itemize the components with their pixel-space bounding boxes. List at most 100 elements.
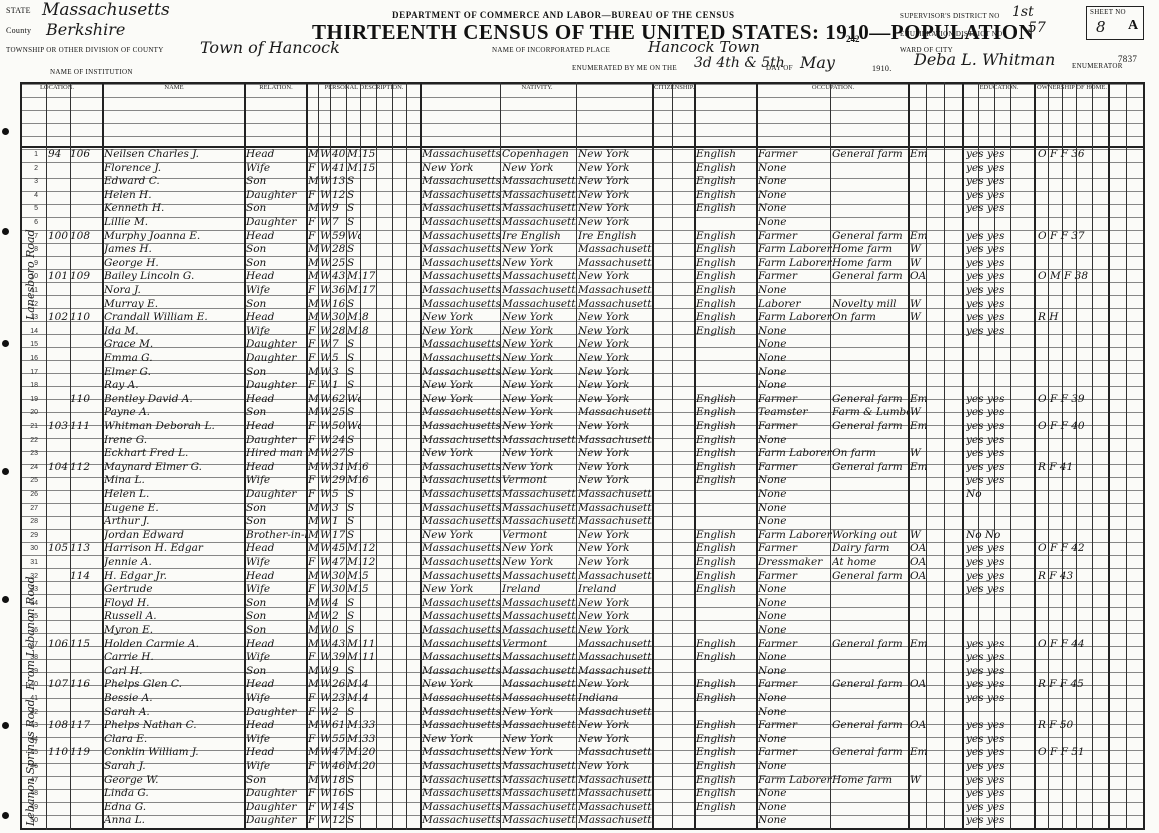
table-row: 49 Edna G. Daughter F W 14 S Massachusetts Massa… (20, 801, 1145, 814)
father-birthplace: Massachusetts (502, 678, 576, 691)
person-name: Harrison H. Edgar (104, 542, 203, 555)
age: 30 (332, 583, 346, 596)
sex: F (308, 188, 316, 201)
father-birthplace: New York (502, 420, 554, 432)
col-header-name: NAME (164, 84, 184, 91)
trade: None (758, 352, 787, 364)
line-number: 5 (34, 205, 38, 213)
birthplace: Massachusetts (422, 202, 500, 215)
family-number: 110 (70, 311, 91, 324)
line-number: 50 (30, 817, 38, 825)
line-number: 35 (30, 613, 38, 621)
race: W (320, 270, 331, 283)
father-birthplace: New York (502, 392, 554, 405)
home-ownership: R F 50 (1038, 719, 1074, 732)
supervisor-value: 1st (1012, 4, 1034, 20)
trade: Farm Laborer (758, 243, 832, 256)
father-birthplace: New York (502, 365, 554, 378)
marital-status: M1 (347, 311, 361, 324)
relation: Wife (246, 161, 271, 174)
father-birthplace: Massachusetts (502, 216, 576, 228)
father-birthplace: New York (502, 161, 554, 174)
sex: M (308, 610, 319, 623)
col-line (420, 82, 422, 830)
table-row: 23 Eckhart Fred L. Hired man M W 27 S New York N… (20, 447, 1145, 460)
trade: None (758, 175, 787, 188)
age: 2 (332, 610, 339, 623)
industry: Farm & Lumber (832, 406, 908, 419)
line-number: 6 (34, 219, 38, 226)
race: W (320, 760, 331, 772)
birthplace: Massachusetts (422, 270, 500, 283)
sex: F (308, 338, 316, 351)
line-number: 21 (30, 423, 38, 430)
father-birthplace: Massachusetts (502, 515, 576, 528)
marital-status: S (347, 773, 355, 786)
marital-status: S (347, 610, 355, 623)
col-line (70, 82, 71, 830)
race: W (320, 596, 331, 609)
mother-birthplace: New York (578, 420, 630, 432)
father-birthplace: Massachusetts (502, 692, 576, 704)
father-birthplace: New York (502, 447, 554, 460)
relation: Head (246, 569, 275, 582)
father-birthplace: Massachusetts (502, 719, 576, 732)
marital-status: M1 (347, 148, 361, 160)
enumerator-name: Deba L. Whitman (914, 50, 1056, 69)
sex: F (308, 692, 316, 704)
age: 18 (332, 773, 346, 786)
marital-status: M1 (347, 569, 361, 582)
person-name: Phelps Nathan C. (104, 719, 197, 732)
marital-status: M1 (347, 474, 361, 487)
sex: F (308, 433, 316, 446)
line-number: 22 (30, 436, 38, 444)
marital-status: M1 (347, 324, 361, 337)
industry: General farm (832, 637, 903, 650)
birthplace: Massachusetts (422, 256, 500, 269)
enumeration-label: ENUMERATION DISTRICT NO (900, 30, 1003, 38)
col-line (500, 82, 501, 830)
trade: Farmer (758, 392, 798, 405)
line-number: 33 (30, 586, 38, 594)
col-line (330, 82, 331, 830)
trade: None (758, 583, 787, 596)
language: English (696, 406, 737, 419)
mother-birthplace: New York (578, 216, 630, 228)
race: W (320, 460, 331, 473)
father-birthplace: Massachusetts (502, 501, 576, 514)
person-name: Nora J. (104, 284, 141, 296)
language: English (696, 583, 737, 596)
sex: M (308, 569, 319, 582)
father-birthplace: Massachusetts (502, 787, 576, 800)
table-row: 9 George H. Son M W 25 S Massachusetts New York M… (20, 257, 1145, 270)
relation: Daughter (246, 188, 297, 201)
sex: F (308, 583, 316, 596)
education: yes yes (966, 175, 1005, 188)
trade: None (758, 692, 787, 704)
trade: None (758, 338, 787, 351)
sex: M (308, 175, 319, 188)
mother-birthplace: Massachusetts (578, 814, 652, 827)
person-name: Edward C. (104, 175, 160, 188)
relation: Son (246, 515, 267, 528)
person-name: Clara E. (104, 732, 148, 745)
sex: F (308, 556, 316, 568)
relation: Wife (246, 692, 271, 704)
marital-status: S (347, 175, 355, 188)
person-name: Payne A. (104, 406, 151, 419)
person-name: James H. (104, 243, 152, 256)
years-married: 15 (362, 161, 376, 174)
birthplace: Massachusetts (422, 542, 500, 555)
table-row: 28 Arthur J. Son M W 1 S Massachusetts Massachus… (20, 515, 1145, 528)
col-line (1092, 82, 1093, 830)
sex: F (308, 229, 316, 242)
relation: Wife (246, 732, 271, 745)
birthplace: Massachusetts (422, 705, 500, 718)
father-birthplace: New York (502, 542, 554, 555)
father-birthplace: Massachusetts (502, 270, 576, 283)
